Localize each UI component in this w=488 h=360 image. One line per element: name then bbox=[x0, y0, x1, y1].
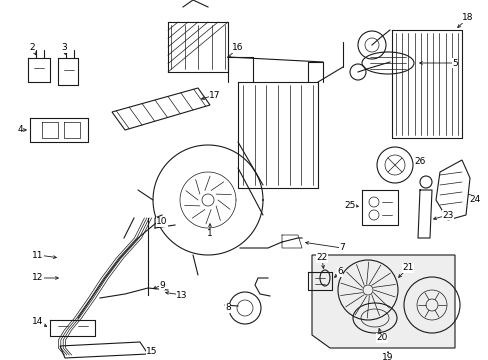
Text: 23: 23 bbox=[442, 211, 453, 220]
Text: 10: 10 bbox=[156, 217, 167, 226]
Text: 5: 5 bbox=[451, 58, 457, 68]
Text: 1: 1 bbox=[207, 230, 212, 238]
Text: 17: 17 bbox=[209, 90, 220, 99]
Text: 16: 16 bbox=[232, 44, 243, 53]
Text: 24: 24 bbox=[468, 195, 480, 204]
Text: 22: 22 bbox=[316, 253, 327, 262]
Text: 26: 26 bbox=[413, 158, 425, 166]
Text: 3: 3 bbox=[61, 44, 67, 53]
Text: 12: 12 bbox=[32, 274, 43, 283]
Text: 14: 14 bbox=[32, 318, 43, 327]
Text: 4: 4 bbox=[17, 126, 23, 135]
Text: 21: 21 bbox=[402, 264, 413, 273]
Text: 19: 19 bbox=[382, 354, 393, 360]
Text: 25: 25 bbox=[344, 201, 355, 210]
Text: 13: 13 bbox=[176, 291, 187, 300]
Text: 15: 15 bbox=[146, 347, 158, 356]
Text: 11: 11 bbox=[32, 251, 43, 260]
Text: 8: 8 bbox=[224, 303, 230, 312]
Text: 6: 6 bbox=[336, 267, 342, 276]
Text: 7: 7 bbox=[339, 243, 344, 252]
Text: 18: 18 bbox=[461, 13, 473, 22]
Text: 20: 20 bbox=[376, 333, 387, 342]
Text: 9: 9 bbox=[159, 280, 164, 289]
Polygon shape bbox=[311, 255, 454, 348]
Text: 2: 2 bbox=[29, 44, 35, 53]
